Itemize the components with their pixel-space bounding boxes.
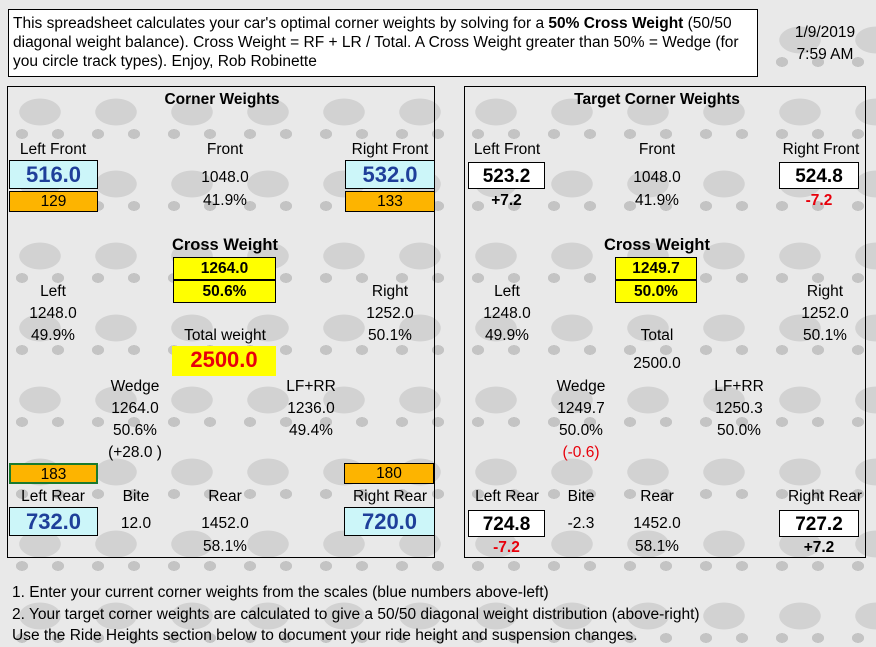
left-value: 1248.0 xyxy=(29,305,77,322)
target-lr-diff: -7.2 xyxy=(493,539,520,556)
datetime: 1/9/2019 7:59 AM xyxy=(780,22,870,66)
target-cross-weight-label: Cross Weight xyxy=(603,236,711,254)
lf-weight-input[interactable]: 516.0 xyxy=(9,160,98,189)
target-wedge-diff: (-0.6) xyxy=(562,444,600,461)
target-rear-value: 1452.0 xyxy=(633,515,681,532)
instructions-text-1: This spreadsheet calculates your car's o… xyxy=(13,15,549,32)
total-weight-value: 2500.0 xyxy=(172,346,276,376)
target-lf-label: Left Front xyxy=(473,141,541,158)
lfrr-label: LF+RR xyxy=(286,378,336,395)
target-rf-diff: -7.2 xyxy=(805,192,833,209)
target-bite-value: -2.3 xyxy=(567,515,595,532)
rf-weight-input[interactable]: 532.0 xyxy=(345,160,435,189)
time-cell: 7:59 AM xyxy=(796,46,854,63)
corner-weights-title: Corner Weights xyxy=(164,91,280,108)
target-rear-percent: 58.1% xyxy=(635,538,679,555)
wedge-percent: 50.6% xyxy=(113,422,157,439)
target-lfrr-value: 1250.3 xyxy=(715,400,763,417)
target-rr-diff: +7.2 xyxy=(803,539,835,556)
lr-diff-cell[interactable]: 183 xyxy=(9,463,98,484)
target-right-label: Right xyxy=(806,283,844,300)
instructions-box: This spreadsheet calculates your car's o… xyxy=(8,9,758,77)
target-rf-label: Right Front xyxy=(782,141,860,158)
wedge-value: 1264.0 xyxy=(111,400,159,417)
instructions-bold: 50% Cross Weight xyxy=(548,15,684,32)
target-cross-weight-percent: 50.0% xyxy=(615,280,697,303)
target-wedge-percent: 50.0% xyxy=(559,422,603,439)
wedge-label: Wedge xyxy=(110,378,160,395)
target-weights-panel: Target Corner Weights Left Front 523.2 +… xyxy=(464,86,866,558)
target-left-value: 1248.0 xyxy=(483,305,531,322)
rf-label: Right Front xyxy=(351,141,429,158)
note-line-1: 1. Enter your current corner weights fro… xyxy=(12,584,549,601)
target-lr-label: Left Rear xyxy=(475,488,539,505)
target-bite-label: Bite xyxy=(567,488,595,505)
rf-diff-cell: 133 xyxy=(345,191,435,212)
cross-weight-value: 1264.0 xyxy=(173,257,276,280)
target-rr-label: Right Rear xyxy=(787,488,863,505)
right-label: Right xyxy=(371,283,409,300)
lf-diff-cell: 129 xyxy=(9,191,98,212)
target-front-percent: 41.9% xyxy=(635,192,679,209)
target-lfrr-label: LF+RR xyxy=(714,378,764,395)
lr-label: Left Rear xyxy=(21,488,85,505)
total-weight-label: Total weight xyxy=(184,327,266,344)
left-percent: 49.9% xyxy=(31,327,75,344)
bite-label: Bite xyxy=(122,488,150,505)
target-left-label: Left xyxy=(494,283,520,300)
date-cell: 1/9/2019 xyxy=(794,24,856,41)
lf-label: Left Front xyxy=(19,141,87,158)
front-percent: 41.9% xyxy=(203,192,247,209)
target-lf-value: 523.2 xyxy=(468,162,545,189)
target-lf-diff: +7.2 xyxy=(491,192,522,209)
corner-weights-panel: Corner Weights Left Front 516.0 129 Fron… xyxy=(7,86,435,558)
target-wedge-label: Wedge xyxy=(556,378,606,395)
note-line-2: 2. Your target corner weights are calcul… xyxy=(12,605,700,623)
target-rf-value: 524.8 xyxy=(779,162,859,189)
bite-value: 12.0 xyxy=(120,515,152,532)
rr-diff-cell: 180 xyxy=(344,463,434,484)
note-line-3: Use the Ride Heights section below to do… xyxy=(12,627,638,644)
target-front-label: Front xyxy=(638,141,676,158)
target-lr-value: 724.8 xyxy=(468,510,545,537)
target-rr-value: 727.2 xyxy=(779,510,859,537)
target-right-value: 1252.0 xyxy=(801,305,849,322)
right-percent: 50.1% xyxy=(368,327,412,344)
rear-label: Rear xyxy=(208,488,242,505)
target-lfrr-percent: 50.0% xyxy=(717,422,761,439)
target-front-value: 1048.0 xyxy=(633,169,681,186)
target-wedge-value: 1249.7 xyxy=(557,400,605,417)
lr-weight-input[interactable]: 732.0 xyxy=(9,507,98,536)
front-value: 1048.0 xyxy=(201,169,249,186)
rr-label: Right Rear xyxy=(352,488,428,505)
lfrr-value: 1236.0 xyxy=(287,400,335,417)
rear-value: 1452.0 xyxy=(201,515,249,532)
target-right-percent: 50.1% xyxy=(803,327,847,344)
front-label: Front xyxy=(206,141,244,158)
notes: 1. Enter your current corner weights fro… xyxy=(12,582,700,647)
left-label: Left xyxy=(40,283,66,300)
target-left-percent: 49.9% xyxy=(485,327,529,344)
cross-weight-percent: 50.6% xyxy=(173,280,276,303)
right-value: 1252.0 xyxy=(366,305,414,322)
target-cross-weight-value: 1249.7 xyxy=(615,257,697,280)
target-total-label: Total xyxy=(640,327,674,344)
lfrr-percent: 49.4% xyxy=(289,422,333,439)
target-weights-title: Target Corner Weights xyxy=(574,91,740,108)
rear-percent: 58.1% xyxy=(203,538,247,555)
target-total-value: 2500.0 xyxy=(633,355,681,372)
target-rear-label: Rear xyxy=(640,488,674,505)
instructions-text-2: (50/50 diagonal weight balance). Cross W… xyxy=(13,15,739,70)
cross-weight-label: Cross Weight xyxy=(171,236,279,254)
rr-weight-input[interactable]: 720.0 xyxy=(344,507,435,536)
wedge-diff: (+28.0 ) xyxy=(108,444,162,461)
